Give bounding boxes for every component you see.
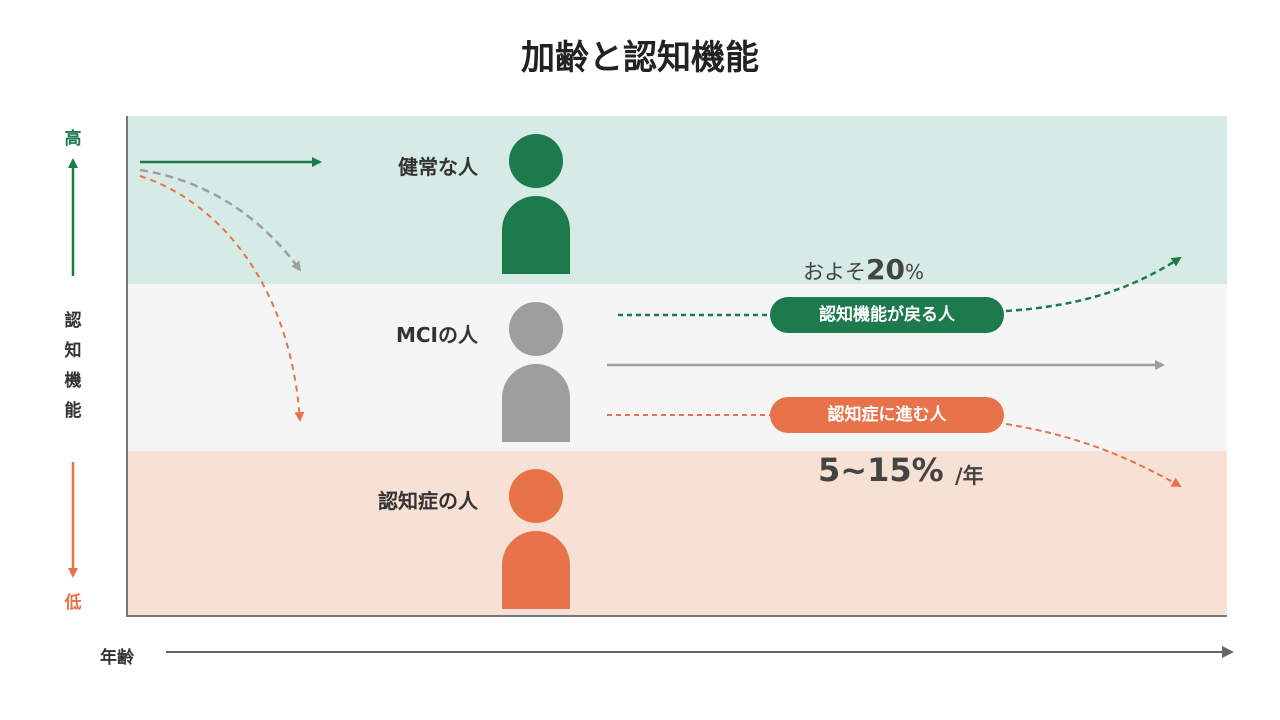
healthy-person-icon <box>501 134 571 274</box>
return-rate-prefix: およそ <box>803 260 866 284</box>
y-axis-label: 認 知 機 能 <box>64 311 82 421</box>
mci-progress-arrow <box>1005 423 1182 487</box>
decline-to-dementia-arrow <box>139 175 305 422</box>
progress-pill: 認知症に進む人 <box>770 397 1004 433</box>
mci-return-arrow <box>1005 256 1182 313</box>
y-axis-high-label: 高 <box>64 129 82 149</box>
return-rate-unit: % <box>904 260 924 284</box>
return-rate-value: 20 <box>866 253 905 286</box>
page-title: 加齢と認知機能 <box>521 38 759 78</box>
y-axis-low-label: 低 <box>64 593 82 613</box>
dementia-label: 認知症の人 <box>378 489 478 513</box>
mci-label: MCIの人 <box>395 323 478 347</box>
healthy-label: 健常な人 <box>398 155 478 179</box>
x-axis-baseline <box>126 615 1227 617</box>
high-cognition-band <box>128 116 1227 284</box>
return-rate-stat: およそ20% <box>803 253 924 286</box>
return-pill: 認知機能が戻る人 <box>770 297 1004 333</box>
progress-rate-unit: /年 <box>955 464 984 488</box>
dementia-person-icon <box>501 469 571 609</box>
x-axis-label: 年齢 <box>100 648 134 668</box>
progress-rate-stat: 5~15% <box>818 451 944 489</box>
mci-person-icon <box>501 302 571 442</box>
mci-band <box>128 284 1227 451</box>
low-cognition-band <box>128 451 1227 616</box>
decline-to-mci-arrow <box>139 168 302 272</box>
y-axis-line <box>126 116 128 617</box>
